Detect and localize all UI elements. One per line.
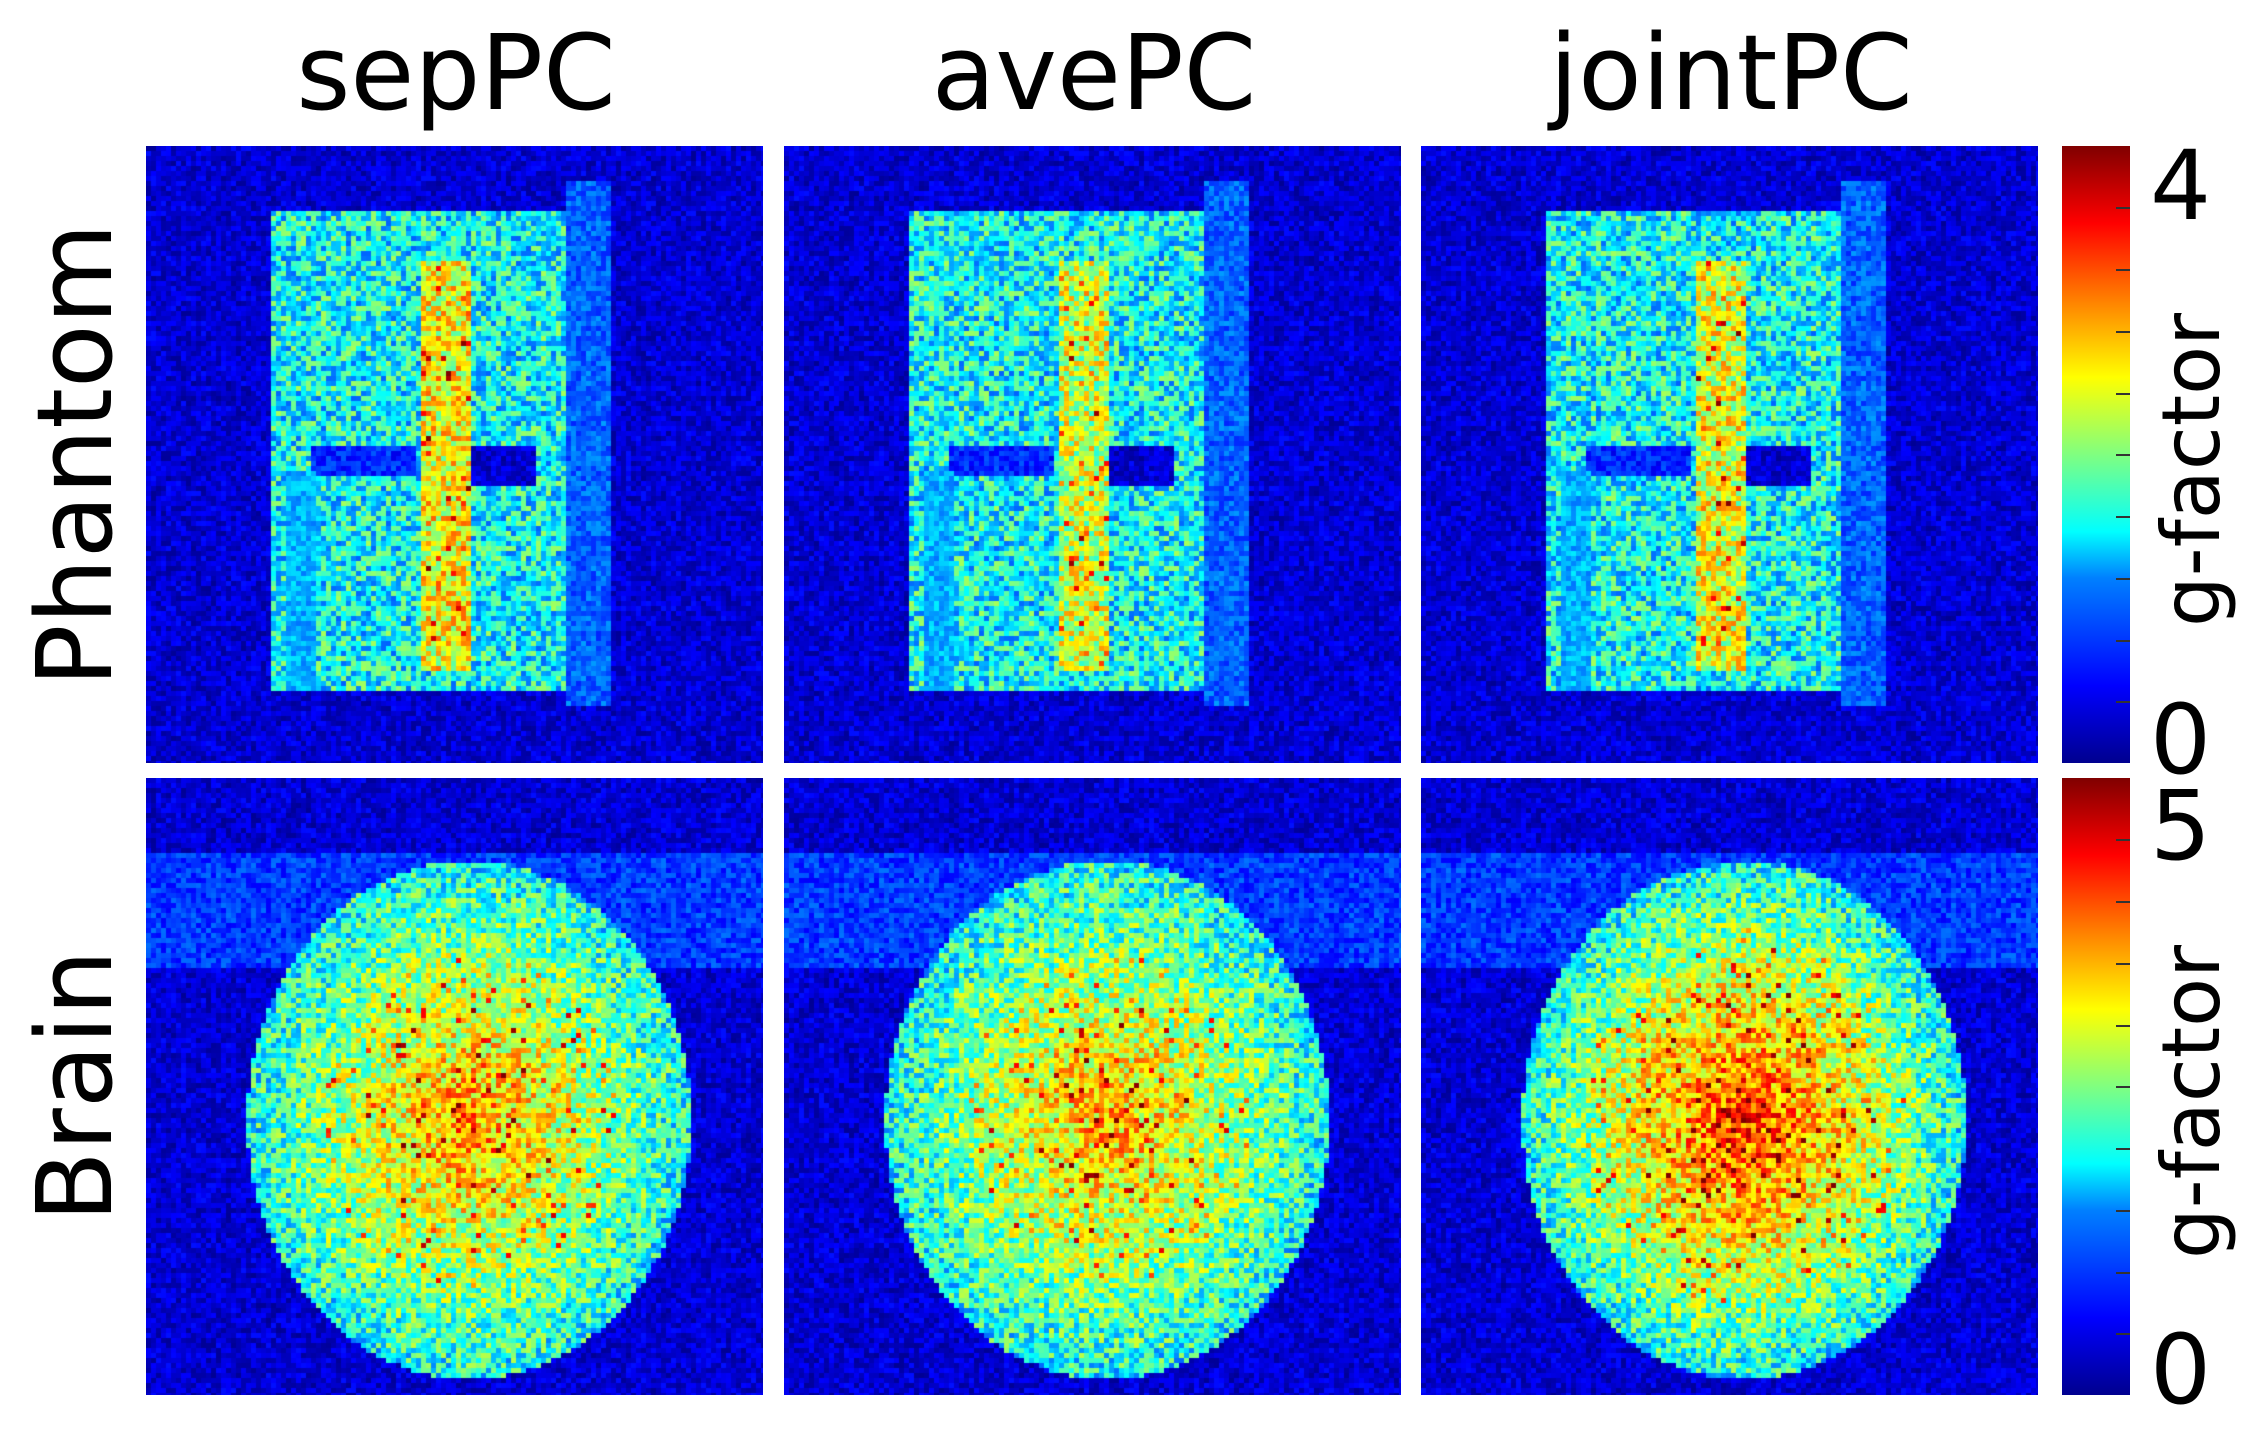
heatmap-phantom-seppc [146, 146, 763, 763]
colorbar-phantom-title: g-factor [2145, 312, 2238, 628]
row-label-brain: Brain [14, 949, 136, 1223]
heatmap-phantom-jointpc [1421, 146, 2038, 763]
column-title-jointpc: jointPC [1549, 12, 1913, 134]
colorbar-brain-max-label: 5 [2150, 770, 2212, 882]
colorbar-brain-min-label: 0 [2150, 1314, 2212, 1426]
colorbar-phantom-max-label: 4 [2150, 130, 2212, 242]
column-title-avepc: avePC [931, 12, 1257, 134]
heatmap-brain-avepc [784, 778, 1401, 1395]
column-title-seppc: sepPC [296, 12, 616, 134]
colorbar-brain-title: g-factor [2145, 944, 2238, 1260]
colorbar-phantom-min-label: 0 [2150, 684, 2212, 796]
heatmap-brain-seppc [146, 778, 763, 1395]
row-label-phantom: Phantom [14, 223, 136, 687]
heatmap-phantom-avepc [784, 146, 1401, 763]
colorbar-phantom [2062, 146, 2130, 763]
heatmap-brain-jointpc [1421, 778, 2038, 1395]
colorbar-brain [2062, 778, 2130, 1395]
